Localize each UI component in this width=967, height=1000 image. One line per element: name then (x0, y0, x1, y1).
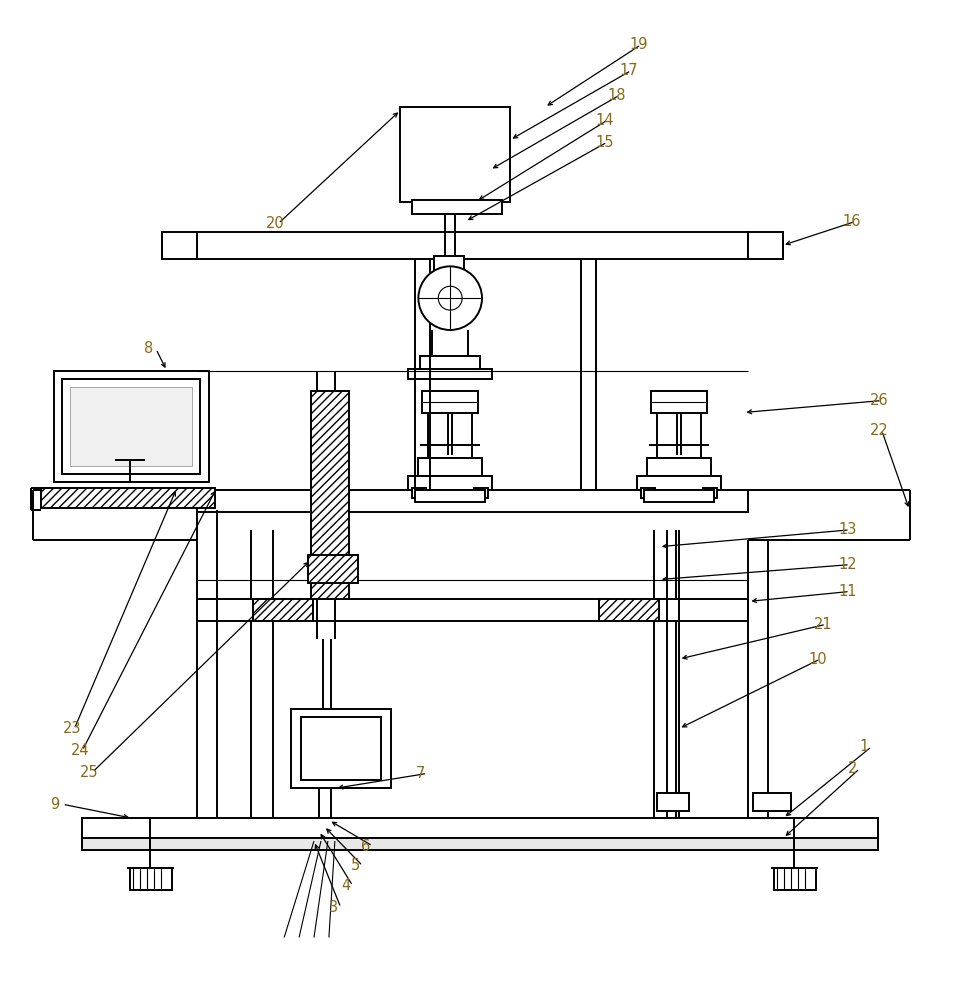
Bar (291, 709, 391, 788)
Text: 6: 6 (361, 839, 370, 854)
Bar (474, 488, 488, 498)
Circle shape (438, 286, 462, 310)
Bar (196, 599, 748, 621)
Text: 8: 8 (144, 341, 153, 356)
Text: 4: 4 (340, 878, 350, 893)
Text: 14: 14 (596, 113, 614, 128)
Bar (196, 232, 748, 259)
Bar (748, 232, 783, 259)
Bar (301, 717, 381, 780)
Bar (651, 391, 707, 413)
Bar (644, 490, 714, 502)
Text: 22: 22 (869, 423, 889, 438)
Bar (434, 256, 464, 276)
Bar (41, 488, 215, 508)
Text: 26: 26 (869, 393, 889, 408)
Bar (419, 458, 482, 476)
Text: 9: 9 (50, 797, 60, 812)
Bar (71, 387, 191, 466)
Bar (703, 488, 717, 498)
Bar (416, 490, 485, 502)
Text: 19: 19 (630, 37, 648, 52)
Bar (753, 793, 791, 811)
Text: 25: 25 (80, 765, 99, 780)
Bar (311, 391, 349, 599)
Bar (775, 868, 816, 890)
Bar (54, 371, 209, 482)
Bar (412, 488, 426, 498)
Bar (196, 490, 748, 512)
Text: 3: 3 (329, 900, 338, 915)
Text: 24: 24 (71, 743, 89, 758)
Bar (161, 232, 196, 259)
Text: 23: 23 (63, 721, 81, 736)
Circle shape (419, 266, 482, 330)
Text: 10: 10 (808, 652, 827, 667)
Text: 5: 5 (351, 858, 360, 873)
Bar (657, 793, 689, 811)
Text: 2: 2 (848, 761, 858, 776)
Bar (641, 488, 655, 498)
Text: 21: 21 (814, 617, 833, 632)
Bar (82, 838, 878, 850)
Text: 18: 18 (607, 88, 626, 103)
Bar (308, 555, 358, 583)
Bar (130, 868, 172, 890)
Text: 15: 15 (596, 135, 614, 150)
Bar (637, 476, 720, 490)
Text: 17: 17 (619, 63, 638, 78)
Text: 20: 20 (266, 216, 285, 231)
Text: 7: 7 (416, 766, 425, 781)
Bar (408, 369, 492, 379)
Bar (400, 107, 510, 202)
Bar (423, 391, 478, 413)
Bar (408, 476, 492, 490)
Bar (82, 818, 878, 848)
Bar (412, 200, 502, 214)
Text: 1: 1 (860, 739, 869, 754)
Bar (253, 599, 313, 621)
Text: 12: 12 (838, 557, 857, 572)
Bar (63, 379, 199, 474)
Bar (600, 599, 659, 621)
Bar (647, 458, 711, 476)
Text: 13: 13 (838, 522, 857, 537)
Text: 16: 16 (843, 214, 862, 229)
Bar (421, 356, 480, 370)
Text: 11: 11 (838, 584, 857, 599)
